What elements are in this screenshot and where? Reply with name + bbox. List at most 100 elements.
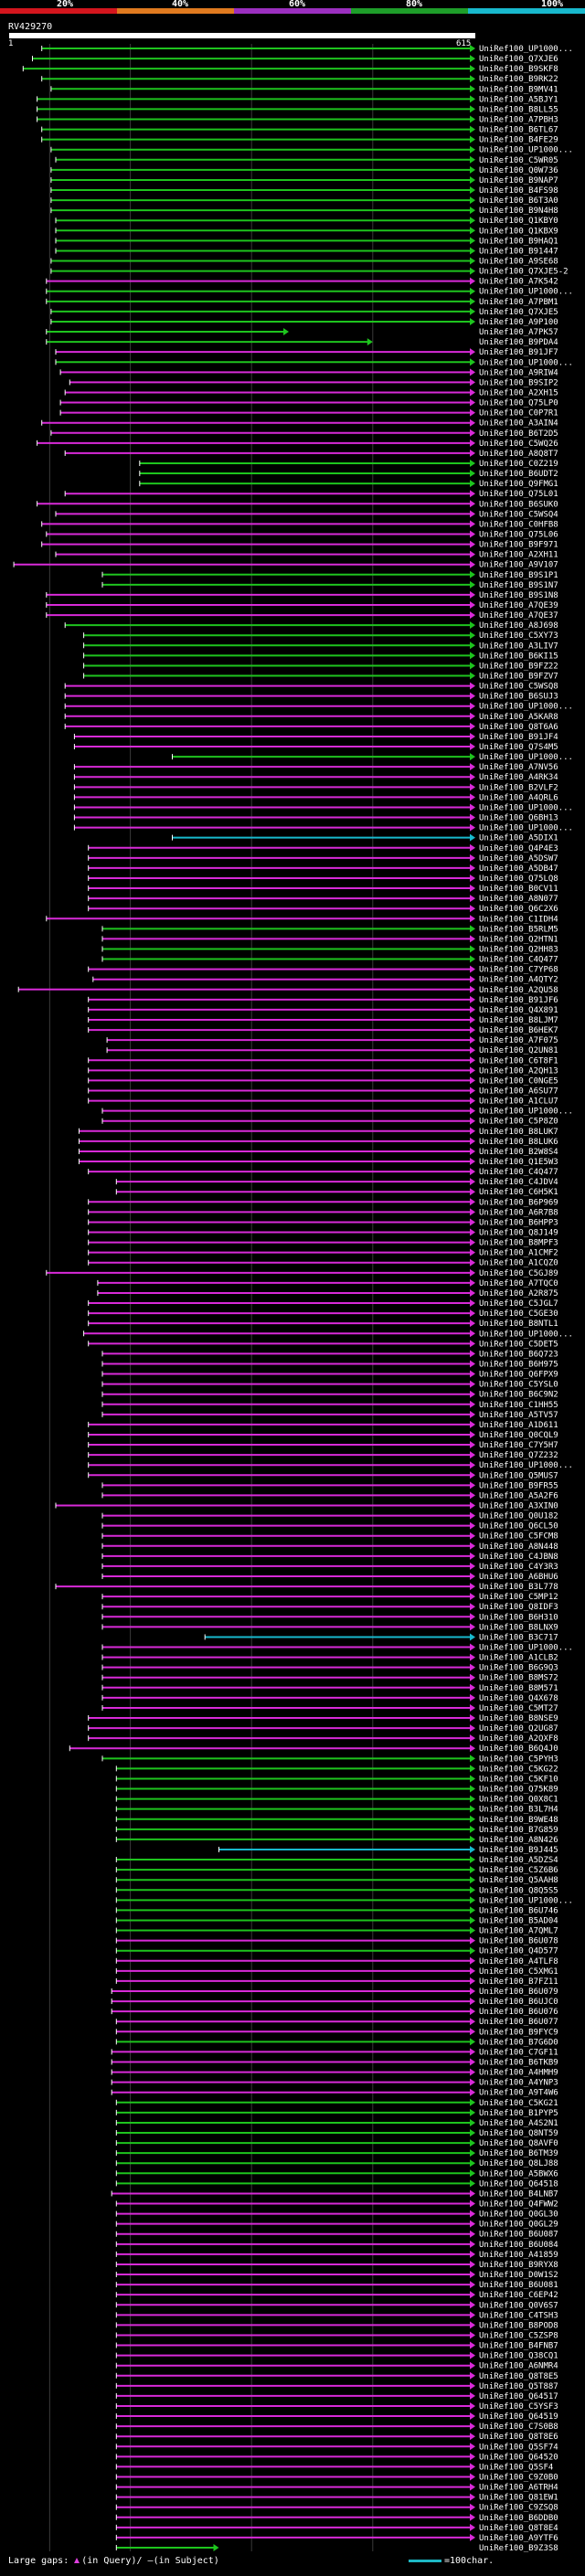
hit-label[interactable]: UniRef100_Q2HH83 (479, 945, 558, 954)
hit-label[interactable]: UniRef100_A5KAR8 (479, 713, 558, 722)
hit-label[interactable]: UniRef100_A1CLB2 (479, 1654, 558, 1663)
hit-row[interactable]: UniRef100_A9RIW4 (59, 368, 558, 377)
hit-row[interactable]: UniRef100_B9FYC9 (115, 2028, 558, 2037)
hit-row[interactable]: UniRef100_Q8NT59 (115, 2129, 558, 2138)
hit-row[interactable]: UniRef100_B8NSE9 (88, 1714, 558, 1723)
hit-label[interactable]: UniRef100_C5MT27 (479, 1704, 558, 1713)
hit-label[interactable]: UniRef100_D0W1S2 (479, 2271, 558, 2280)
hit-label[interactable]: UniRef100_A4RK34 (479, 773, 558, 782)
hit-row[interactable]: UniRef100_A7K542 (46, 277, 558, 287)
hit-row[interactable]: UniRef100_A5BWX6 (115, 2169, 558, 2178)
hit-label[interactable]: UniRef100_Q64518 (479, 2179, 558, 2189)
hit-label[interactable]: UniRef100_B9FR55 (479, 1481, 558, 1490)
hit-label[interactable]: UniRef100_C5MP12 (479, 1593, 558, 1602)
hit-label[interactable]: UniRef100_B2W8S4 (479, 1148, 558, 1157)
hit-row[interactable]: UniRef100_Q1KBY0 (55, 217, 558, 226)
hit-label[interactable]: UniRef100_C5JGL7 (479, 1299, 558, 1309)
hit-label[interactable]: UniRef100_A9V107 (479, 561, 558, 570)
hit-row[interactable]: UniRef100_B2VLF2 (73, 783, 558, 792)
hit-row[interactable]: UniRef100_A6TRH4 (115, 2483, 558, 2493)
hit-label[interactable]: UniRef100_Q64520 (479, 2453, 558, 2462)
hit-label[interactable]: UniRef100_Q1KBX9 (479, 227, 558, 236)
hit-row[interactable]: UniRef100_B6U746 (115, 1906, 558, 1915)
hit-row[interactable]: UniRef100_B6TM39 (115, 2149, 558, 2158)
hit-row[interactable]: UniRef100_C4JDV4 (115, 1178, 558, 1187)
hit-row[interactable]: UniRef100_D0W1S2 (115, 2271, 558, 2280)
hit-label[interactable]: UniRef100_B6TM39 (479, 2149, 558, 2158)
hit-label[interactable]: UniRef100_B2VLF2 (479, 783, 558, 792)
hit-row[interactable]: UniRef100_Q5SF74 (115, 2443, 558, 2452)
hit-label[interactable]: UniRef100_A7PBM1 (479, 298, 558, 307)
hit-label[interactable]: UniRef100_Q8T8E6 (479, 2433, 558, 2442)
hit-row[interactable]: UniRef100_C1HH55 (101, 1400, 558, 1410)
hit-label[interactable]: UniRef100_B9MV41 (479, 85, 558, 94)
hit-label[interactable]: UniRef100_A9YTF6 (479, 2534, 558, 2543)
hit-row[interactable]: UniRef100_B6T2D5 (50, 429, 558, 439)
hit-row[interactable]: UniRef100_B4FE29 (41, 135, 558, 145)
hit-label[interactable]: UniRef100_C5XMG1 (479, 1967, 558, 1977)
hit-label[interactable]: UniRef100_B3L7H4 (479, 1806, 558, 1815)
hit-label[interactable]: UniRef100_A2XH15 (479, 388, 558, 398)
hit-row[interactable]: UniRef100_B5RLM5 (101, 925, 558, 934)
hit-label[interactable]: UniRef100_B9N4H8 (479, 207, 558, 216)
hit-label[interactable]: UniRef100_B6U081 (479, 2281, 558, 2290)
hit-row[interactable]: UniRef100_B9SKF8 (22, 65, 558, 74)
hit-label[interactable]: UniRef100_C5YSF3 (479, 2402, 558, 2412)
hit-row[interactable]: UniRef100_B0CV11 (88, 885, 558, 894)
hit-label[interactable]: UniRef100_UP1000... (479, 288, 573, 297)
hit-label[interactable]: UniRef100_A8N077 (479, 895, 558, 904)
hit-row[interactable]: UniRef100_Q8LJ88 (115, 2159, 558, 2168)
hit-label[interactable]: UniRef100_A9T4W6 (479, 2089, 558, 2098)
hit-label[interactable]: UniRef100_C5DET5 (479, 1340, 558, 1349)
hit-row[interactable]: UniRef100_B5AD04 (115, 1916, 558, 1925)
hit-label[interactable]: UniRef100_Q81EW1 (479, 2494, 558, 2503)
hit-label[interactable]: UniRef100_B8MS72 (479, 1674, 558, 1683)
hit-label[interactable]: UniRef100_UP1000... (479, 703, 573, 712)
hit-label[interactable]: UniRef100_B0CV11 (479, 885, 558, 894)
hit-label[interactable]: UniRef100_Q8AVF0 (479, 2139, 558, 2148)
hit-label[interactable]: UniRef100_Q75LP0 (479, 399, 558, 408)
hit-row[interactable]: UniRef100_Q7XJE5 (50, 307, 558, 317)
hit-row[interactable]: UniRef100_B6U087 (115, 2230, 558, 2240)
hit-label[interactable]: UniRef100_B9Z3S8 (479, 2544, 558, 2553)
hit-row[interactable]: UniRef100_B8LJM7 (88, 1015, 558, 1025)
hit-label[interactable]: UniRef100_A1CMF2 (479, 1249, 558, 1258)
hit-row[interactable]: UniRef100_C5JGL7 (88, 1299, 558, 1309)
hit-label[interactable]: UniRef100_A7F075 (479, 1036, 558, 1045)
hit-label[interactable]: UniRef100_B5RLM5 (479, 925, 558, 934)
hit-row[interactable]: UniRef100_A9P100 (50, 317, 558, 327)
hit-row[interactable]: UniRef100_B9S1N7 (101, 580, 558, 590)
hit-row[interactable]: UniRef100_B7G859 (115, 1825, 558, 1835)
hit-label[interactable]: UniRef100_B8LL55 (479, 105, 558, 114)
hit-label[interactable]: UniRef100_Q8Q5S5 (479, 1886, 558, 1895)
hit-label[interactable]: UniRef100_C5YSL0 (479, 1381, 558, 1390)
hit-row[interactable]: UniRef100_A2XH15 (64, 388, 558, 398)
hit-row[interactable]: UniRef100_A8N077 (88, 895, 558, 904)
hit-label[interactable]: UniRef100_Q75LQ8 (479, 875, 558, 884)
hit-row[interactable]: UniRef100_C7YP68 (88, 965, 558, 975)
hit-label[interactable]: UniRef100_A3LIV7 (479, 641, 558, 651)
hit-label[interactable]: UniRef100_A4HMH9 (479, 2069, 558, 2078)
hit-row[interactable]: UniRef100_B8LNX9 (101, 1623, 558, 1632)
hit-row[interactable]: UniRef100_Q8T8E4 (115, 2523, 558, 2533)
hit-row[interactable]: UniRef100_A7QE39 (46, 601, 558, 610)
hit-row[interactable]: UniRef100_Q7XJE5-2 (50, 267, 569, 277)
hit-label[interactable]: UniRef100_C7S0B8 (479, 2422, 558, 2432)
hit-row[interactable]: UniRef100_C0NGE5 (88, 1076, 558, 1086)
hit-row[interactable]: UniRef100_Q4X891 (88, 1005, 558, 1015)
hit-label[interactable]: UniRef100_B3L778 (479, 1583, 558, 1592)
hit-label[interactable]: UniRef100_B9F971 (479, 541, 558, 550)
hit-row[interactable]: UniRef100_Q7Z232 (88, 1451, 558, 1460)
hit-label[interactable]: UniRef100_A8Q8T7 (479, 450, 558, 459)
hit-row[interactable]: UniRef100_B6P969 (88, 1198, 558, 1207)
hit-row[interactable]: UniRef100_C5GE30 (88, 1309, 558, 1319)
hit-row[interactable]: UniRef100_A3LIV7 (83, 641, 558, 651)
hit-label[interactable]: UniRef100_B8POD8 (479, 2321, 558, 2330)
hit-row[interactable]: UniRef100_B9FZ22 (83, 662, 558, 671)
hit-row[interactable]: UniRef100_Q5AAH8 (115, 1876, 558, 1885)
hit-row[interactable]: UniRef100_UP1000... (101, 1107, 573, 1117)
hit-label[interactable]: UniRef100_C9ZSQ8 (479, 2504, 558, 2513)
hit-row[interactable]: UniRef100_A5A2F6 (101, 1491, 558, 1500)
hit-row[interactable]: UniRef100_C5YSL0 (101, 1380, 558, 1390)
hit-row[interactable]: UniRef100_C0HFB8 (41, 520, 558, 529)
